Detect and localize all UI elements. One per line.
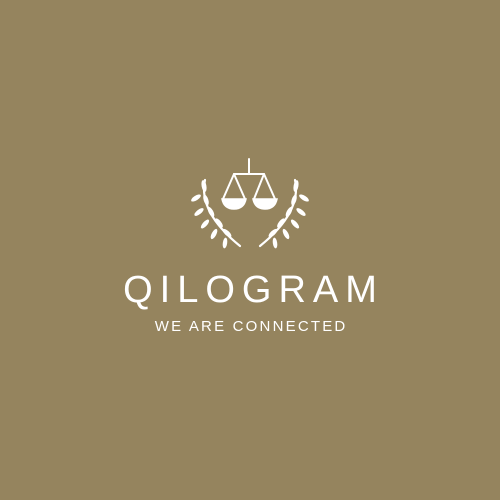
logo-emblem [191,158,309,249]
laurel-wreath-icon [191,178,309,249]
brand-tagline: WE ARE CONNECTED [154,318,348,335]
brand-name: QILOGRAM [123,269,384,311]
scales-of-justice-icon [221,158,278,210]
